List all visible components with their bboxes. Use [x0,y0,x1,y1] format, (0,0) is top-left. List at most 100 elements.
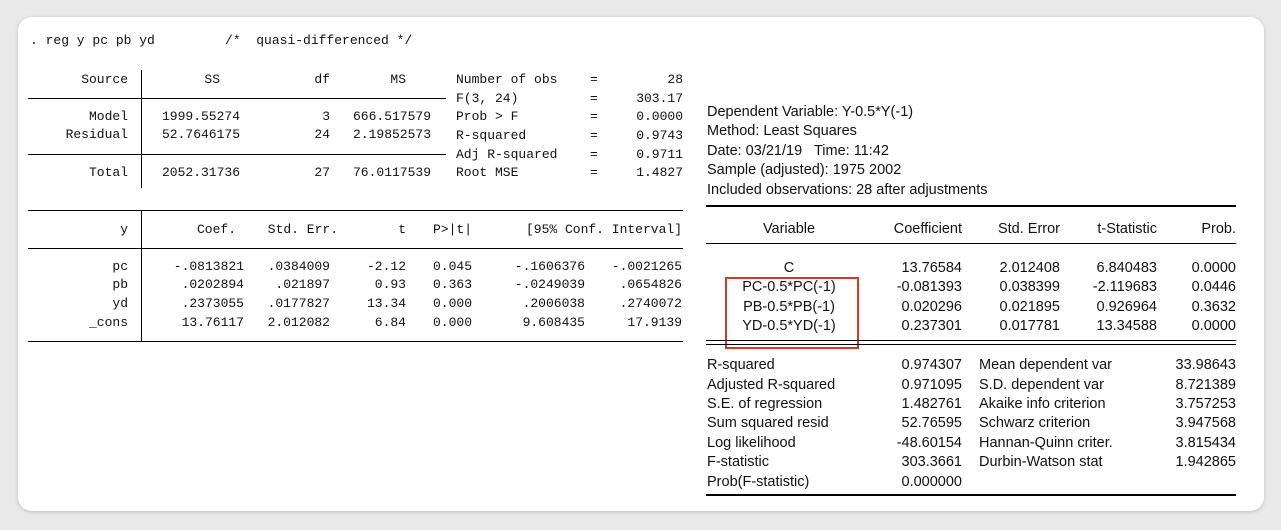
coef-cell: .2740072 [619,296,682,311]
coef-cell: -.0021265 [611,259,682,274]
anova-row-residual-ms: 2.19852573 [352,127,431,142]
stat-value: 0.9711 [636,147,683,162]
eviews-cell: -2.119683 [1092,279,1157,295]
summary-value: 0.971095 [901,377,962,393]
stat-value: 303.17 [636,91,683,106]
coef-rule-mid [28,248,683,249]
anova-row-model-ss: 1999.55274 [162,109,241,124]
summary-value: -48.60154 [896,435,962,451]
summary-value: 3.815434 [1175,435,1236,451]
eviews-cell: 0.926964 [1096,299,1157,315]
eviews-rule-mid-a [706,340,1236,341]
eviews-cell: 0.017781 [999,318,1060,334]
stat-value: 0.9743 [636,128,683,143]
stat-equals: = [590,147,598,162]
anova-row-residual-ss: 52.7646175 [162,127,241,142]
summary-value: 0.000000 [901,474,962,490]
coef-cell: -.0249039 [514,277,585,292]
eviews-cell: 13.76584 [901,260,962,276]
coef-cell: .0177827 [267,296,330,311]
coef-cell: 0.000 [432,315,472,330]
eviews-cell: 6.840483 [1096,260,1157,276]
summary-label: R-squared [707,357,775,373]
summary-label: Log likelihood [707,435,796,451]
summary-value: 1.482761 [901,396,962,412]
summary-label: Hannan-Quinn criter. [979,435,1113,451]
summary-value: 33.98643 [1175,357,1236,373]
anova-header-ss: SS [204,72,220,87]
stat-value: 0.0000 [636,109,683,124]
stata-command: . reg y pc pb yd /* quasi-differenced */ [30,33,413,48]
coef-cell: .2373055 [181,296,244,311]
coef-cell: .2006038 [522,296,585,311]
stat-label: Prob > F [456,109,519,124]
stat-equals: = [590,109,598,124]
anova-header-df: df [314,72,330,87]
stat-equals: = [590,128,598,143]
stat-label: Root MSE [456,165,519,180]
eviews-col-prob: Prob. [1201,221,1236,237]
coef-row-pc-label: pc [112,259,128,274]
coef-cell: 13.34 [366,296,406,311]
stat-label: Adj R-squared [456,147,558,162]
eviews-col-stderror: Std. Error [997,221,1060,237]
summary-value: 8.721389 [1175,377,1236,393]
coef-cell: .0202894 [181,277,244,292]
anova-row-model-label: Model [88,109,128,124]
summary-label: Sum squared resid [707,415,829,431]
eviews-col-coefficient: Coefficient [893,221,962,237]
eviews-row-variable: YD-0.5*YD(-1) [742,318,836,334]
coef-cell: -2.12 [366,259,406,274]
eviews-cell: 2.012408 [999,260,1060,276]
summary-label: S.D. dependent var [979,377,1104,393]
summary-label: F-statistic [707,454,770,470]
summary-label: Adjusted R-squared [707,377,836,393]
eviews-header-line: Dependent Variable: Y-0.5*Y(-1) [707,104,914,120]
eviews-rule-top [706,205,1236,207]
eviews-header-line: Included observations: 28 after adjustme… [707,182,988,198]
anova-row-model-ms: 666.517579 [352,109,431,124]
coef-cell: 9.608435 [522,315,585,330]
coef-header-y: y [120,222,128,237]
eviews-rule-header [706,243,1236,244]
eviews-row-variable: C [783,260,795,276]
eviews-cell: 0.0446 [1191,279,1236,295]
anova-row-residual-label: Residual [65,127,128,142]
stat-value: 1.4827 [636,165,683,180]
eviews-row-variable: PC-0.5*PC(-1) [742,279,836,295]
coef-cell: 0.93 [374,277,406,292]
coef-rule-bottom [28,341,683,342]
coef-cell: 0.045 [432,259,472,274]
coef-row-pb-label: pb [112,277,128,292]
stat-equals: = [590,165,598,180]
coef-cell: 6.84 [374,315,406,330]
coef-rule-top [28,210,683,211]
anova-row-total-ms: 76.0117539 [352,165,431,180]
summary-label: Durbin-Watson stat [979,454,1103,470]
anova-row-total-ss: 2052.31736 [162,165,241,180]
coef-cell: .0654826 [619,277,682,292]
coef-header-t: t [398,222,406,237]
stat-value: 28 [667,72,683,87]
coef-header-ci: [95% Conf. Interval] [525,222,682,237]
stat-label: F(3, 24) [456,91,519,106]
highlight-box [725,277,859,349]
eviews-cell: 0.0000 [1191,318,1236,334]
eviews-header-line: Method: Least Squares [707,123,857,139]
anova-row-total-df: 27 [314,165,330,180]
eviews-col-tstat: t-Statistic [1097,221,1157,237]
anova-row-total-label: Total [88,165,128,180]
eviews-header-line: Sample (adjusted): 1975 2002 [707,162,902,178]
summary-value: 303.3661 [901,454,962,470]
coef-cell: -.0813821 [173,259,244,274]
summary-value: 1.942865 [1175,454,1236,470]
eviews-cell: 0.038399 [999,279,1060,295]
anova-row-model-df: 3 [322,109,330,124]
coef-header-coef: Coef. [196,222,236,237]
coef-row-cons-label: _cons [88,315,128,330]
eviews-cell: 13.34588 [1096,318,1157,334]
anova-header-source: Source [81,72,128,87]
stat-label: R-squared [456,128,527,143]
eviews-cell: 0.0000 [1191,260,1236,276]
eviews-col-variable: Variable [762,221,816,237]
